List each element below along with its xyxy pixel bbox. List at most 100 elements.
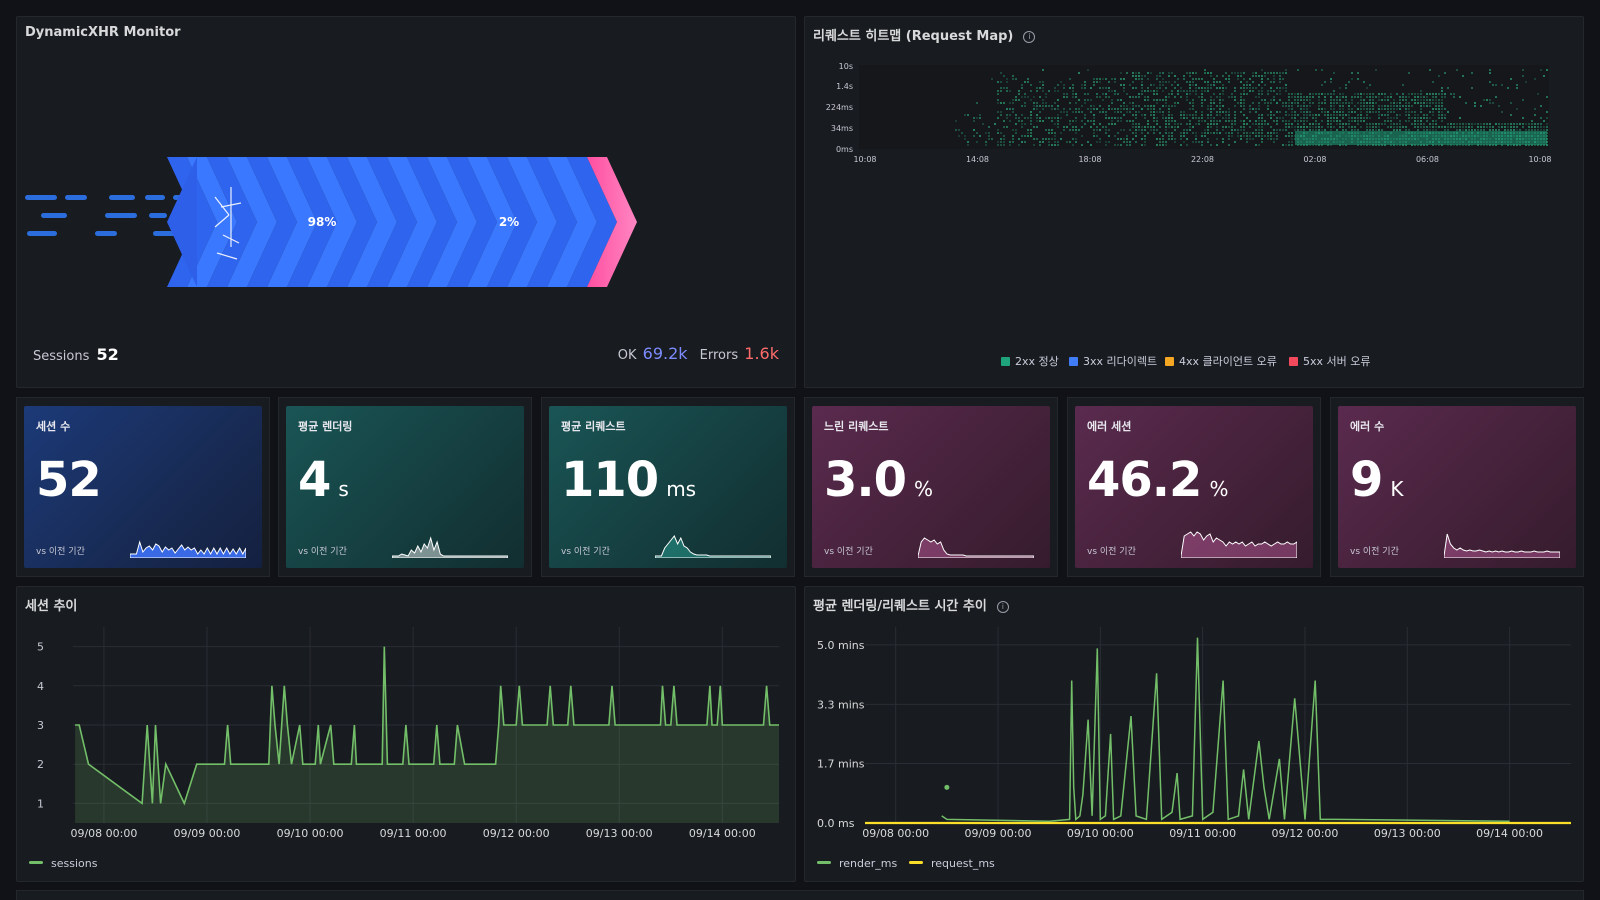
heatmap-cell [1174,129,1176,131]
heatmap-cell [1363,120,1365,122]
heatmap-cell [1210,120,1212,122]
heatmap-cell [1180,87,1182,89]
heatmap-cell [1042,84,1044,86]
heatmap-cell [1051,138,1053,140]
heatmap-cell [1417,129,1419,131]
heatmap-cell [1492,126,1494,128]
heatmap-legend-item[interactable]: 5xx 서버 오류 [1289,353,1371,369]
stat-card[interactable]: 세션 수 52 vs 이전 기간 [24,406,262,568]
stat-card[interactable]: 느린 리퀘스트 3.0% vs 이전 기간 [812,406,1050,568]
heatmap-cell [1420,111,1422,113]
heatmap-cell [1189,114,1191,116]
y-tick: 1.7 mins [817,757,865,770]
heatmap-cell [1168,138,1170,140]
heatmap-cell [1417,117,1419,119]
heatmap-cell [1189,87,1191,89]
heatmap-cell [1387,99,1389,101]
heatmap-cell [1522,123,1524,125]
stat-card[interactable]: 평균 렌더링 4 s vs 이전 기간 [286,406,524,568]
heatmap-cell [1183,78,1185,80]
heatmap-cell [1096,81,1098,83]
heatmap-cell [1408,129,1410,131]
heatmap-cell [1084,81,1086,83]
heatmap-cell [1159,75,1161,77]
heatmap-cell [1123,138,1125,140]
timing-legend-item[interactable]: request_ms [909,857,995,870]
heatmap-cell [1255,129,1257,131]
heatmap-cell [1174,81,1176,83]
heatmap-cell [1126,93,1128,95]
heatmap-cell [1147,132,1149,134]
heatmap-cell [1411,99,1413,101]
heatmap-cell [1378,96,1380,98]
heatmap-cell [1363,108,1365,110]
heatmap-cell [1186,72,1188,74]
heatmap-cell [1441,108,1443,110]
x-tick: 09/12 00:00 [1272,827,1339,840]
heatmap-cell [1489,129,1491,131]
heatmap-cell [1453,123,1455,125]
heatmap-cell [1495,123,1497,125]
heatmap-cell [1405,108,1407,110]
heatmap-cell [1141,90,1143,92]
heatmap-cell [1270,138,1272,140]
heatmap-cell [1042,105,1044,107]
sparkline-area [130,540,246,558]
heatmap-cell [1150,72,1152,74]
heatmap-cell [1195,111,1197,113]
heatmap-cell [988,126,990,128]
heatmap-cell [1435,105,1437,107]
heatmap-cell [1024,81,1026,83]
heatmap-cell [1222,111,1224,113]
heatmap-cell [1501,84,1503,86]
heatmap-cell [1432,111,1434,113]
heatmap-legend-item[interactable]: 2xx 정상 [1001,353,1059,369]
heatmap-cell [1096,78,1098,80]
heatmap-cell [1294,102,1296,104]
heatmap-legend-item[interactable]: 3xx 리다이렉트 [1069,353,1157,369]
info-icon[interactable]: i [996,601,1009,613]
heatmap-cell [1018,99,1020,101]
heatmap-cell [1117,117,1119,119]
heatmap-cell [1165,99,1167,101]
heatmap-cell [1384,96,1386,98]
heatmap-cell [1234,141,1236,143]
heatmap-cell [1276,117,1278,119]
render_ms-line [941,637,1510,822]
stat-card[interactable]: 에러 세션 46.2% vs 이전 기간 [1075,406,1313,568]
info-icon[interactable]: i [1023,31,1036,43]
heatmap-cell [1429,93,1431,95]
heatmap-cell [1165,87,1167,89]
heatmap-cell [1330,105,1332,107]
heatmap-cell [1150,108,1152,110]
heatmap-cell [1111,102,1113,104]
heatmap-cell [1156,138,1158,140]
heatmap-cell [1216,75,1218,77]
heatmap-cell [1033,144,1035,146]
heatmap-cell [1024,135,1026,137]
heatmap-cell [1036,126,1038,128]
heatmap-cell [1426,129,1428,131]
heatmap-cell [1474,102,1476,104]
monitor-panel: DynamicXHR Monitor 98% 2% Sessions 52 OK… [16,16,796,388]
heatmap-cell [1261,123,1263,125]
heatmap-cell [1336,123,1338,125]
sessions-legend[interactable]: sessions [29,857,97,870]
heatmap-cell [1300,111,1302,113]
heatmap-cell [1435,93,1437,95]
heatmap-cell [1168,81,1170,83]
heatmap-cell [1024,102,1026,104]
heatmap-cell [1063,96,1065,98]
heatmap-legend-item[interactable]: 4xx 클라이언트 오류 [1165,353,1277,369]
stat-card[interactable]: 평균 리퀘스트 110 ms vs 이전 기간 [549,406,787,568]
heatmap-cell [1054,135,1056,137]
heatmap-cell [1348,105,1350,107]
heatmap-cell [1405,129,1407,131]
heatmap-cell [976,102,978,104]
heatmap-cell [1300,93,1302,95]
heatmap-cell [1072,129,1074,131]
timing-legend-item[interactable]: render_ms [817,857,897,870]
heatmap-cell [1399,96,1401,98]
heatmap-cell [1489,123,1491,125]
